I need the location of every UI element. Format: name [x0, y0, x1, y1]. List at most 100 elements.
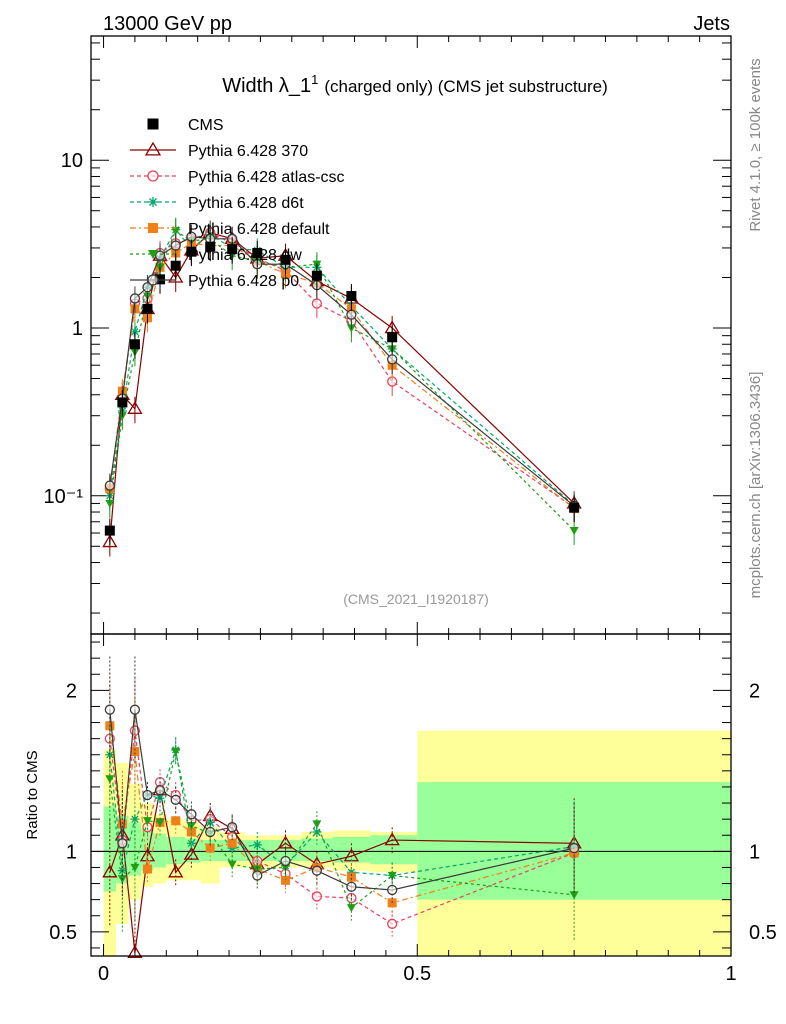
x-axis-tick-labels: 0 0.5 1 [98, 963, 737, 985]
data-point [252, 247, 263, 258]
inner-uncertainty-band [301, 838, 333, 862]
ratio-point [142, 817, 152, 826]
ratio-panel-y-tick-labels: 0.5 0.5 1 1 2 2 [49, 680, 777, 944]
data-point [117, 397, 128, 408]
ratio-point [280, 855, 291, 867]
ratio-point [129, 704, 141, 715]
ratio-point [186, 827, 196, 837]
ratio-y-tick-label: 2 [66, 680, 77, 702]
data-point [387, 354, 398, 365]
ratio-point [252, 840, 262, 850]
ratio-point [252, 865, 262, 874]
rivet-version-label: Rivet 4.1.0, ≥ 100k events [747, 58, 764, 231]
x-tick-label: 0 [98, 963, 109, 985]
ratio-point [312, 820, 322, 829]
data-point [170, 260, 181, 271]
data-point [346, 309, 357, 320]
ratio-point [311, 891, 323, 902]
legend-item: Pythia 6.428 default [130, 221, 330, 238]
ratio-point [186, 809, 197, 820]
legend-marker [147, 118, 159, 130]
main-panel-series [102, 217, 582, 557]
legend-label: Pythia 6.428 atlas-csc [188, 169, 345, 186]
data-point [227, 244, 238, 255]
data-point [170, 240, 181, 251]
plot-title-superscript: 1 [311, 72, 318, 87]
ratio-point [568, 842, 580, 854]
data-point [104, 480, 115, 491]
series-line [109, 231, 575, 543]
data-point [280, 254, 291, 265]
data-point [129, 293, 141, 304]
ratio-point [171, 747, 181, 757]
legend-marker [144, 141, 162, 156]
data-point [168, 269, 184, 283]
x-tick-label: 1 [725, 963, 736, 985]
data-point [387, 332, 398, 343]
data-point [569, 526, 579, 536]
ratio-y-tick-label-right: 0.5 [749, 922, 777, 944]
series-cms [104, 234, 580, 546]
ratio-point [168, 864, 184, 878]
ratio-point [155, 818, 165, 827]
ratio-point [102, 864, 118, 878]
legend-item: Pythia 6.428 atlas-csc [130, 169, 345, 186]
ratio-point [127, 944, 143, 958]
legend-item: CMS [147, 117, 224, 134]
ratio-point [117, 838, 128, 849]
ratio-point [205, 843, 215, 853]
data-point [171, 227, 181, 236]
ratio-line [109, 751, 575, 909]
ratio-point [346, 881, 357, 892]
ratio-line [109, 730, 575, 925]
uncertainty-bands [103, 730, 731, 956]
ratio-axis-label: Ratio to CMS [24, 750, 41, 839]
series-line [109, 229, 575, 532]
main-panel-y-tick-labels: 10⁻¹ 1 10 [44, 150, 84, 508]
legend-label: Pythia 6.428 370 [188, 143, 308, 160]
data-point [130, 327, 140, 337]
energy-label: 13000 GeV pp [103, 13, 232, 35]
category-label: Jets [693, 13, 730, 35]
legend-marker [147, 274, 159, 286]
inner-uncertainty-band [166, 836, 186, 865]
data-point [142, 282, 153, 293]
legend: CMS Pythia 6.428 370 Pythia 6.428 atlas-cs… [130, 117, 345, 290]
inner-uncertainty-band [153, 833, 167, 868]
ratio-panel-frame [90, 633, 732, 957]
ratio-point [171, 816, 181, 826]
ratio-point [104, 704, 115, 715]
data-point [569, 502, 580, 513]
data-point [154, 250, 166, 261]
ratio-point [569, 891, 579, 900]
data-point [186, 246, 197, 257]
legend-label: Pythia 6.428 default [188, 221, 330, 238]
analysis-tag: (CMS_2021_I1920187) [343, 591, 489, 607]
y-tick-label: 10 [61, 150, 83, 172]
ratio-point [205, 826, 216, 838]
ratio-y-tick-label: 0.5 [49, 922, 77, 944]
legend-label: CMS [188, 117, 224, 134]
main-panel-frame [90, 35, 732, 635]
legend-item: Pythia 6.428 p0 [130, 273, 299, 290]
ratio-point [252, 870, 263, 881]
series-pythia-6-428-default [105, 231, 579, 523]
legend-marker [147, 170, 159, 182]
ratio-panel-ticks [91, 634, 732, 956]
ratio-point [142, 864, 152, 874]
plot-title: Width λ_11 (charged only) (CMS jet substr… [222, 72, 608, 97]
data-point [155, 274, 166, 285]
legend-label: Pythia 6.428 p0 [188, 273, 299, 290]
data-point [346, 291, 357, 302]
ratio-point [387, 884, 398, 896]
legend-label: Pythia 6.428 d6t [188, 195, 304, 212]
legend-marker [148, 197, 158, 207]
y-tick-label: 10⁻¹ [44, 486, 84, 508]
ratio-line [109, 725, 575, 904]
data-point [205, 241, 216, 252]
data-point [127, 400, 143, 414]
ratio-line [109, 749, 575, 877]
ratio-point [346, 872, 356, 882]
plot-title-rest: (charged only) (CMS jet substructure) [324, 77, 607, 96]
